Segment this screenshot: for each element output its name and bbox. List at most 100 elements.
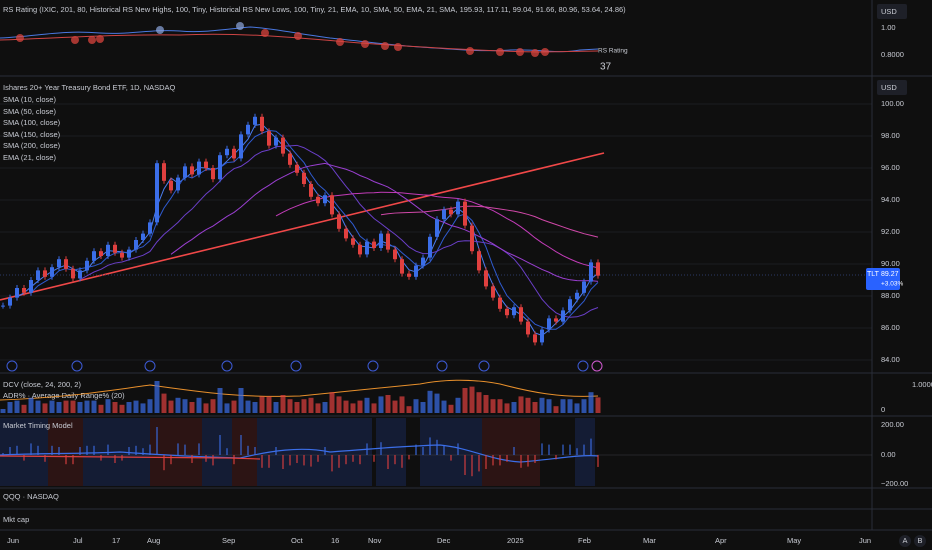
timing-bar [37,445,39,455]
candle-body [344,228,348,239]
dcv-bar [266,396,272,413]
dcv-bar [0,409,6,413]
timing-bar [114,455,116,463]
chart-title: Ishares 20+ Year Treasury Bond ETF, 1D, … [3,83,176,92]
timing-bar [443,445,445,455]
timing-line [0,444,599,463]
time-label: 16 [331,536,339,545]
candle-body [337,214,341,229]
timing-bar [401,455,403,468]
dcv-bar [525,397,531,413]
dcv-bar [322,402,328,413]
dcv-bar [287,399,293,413]
dcv-bar [210,399,216,413]
timing-bar [548,444,550,455]
currency-box[interactable] [877,80,907,95]
adr-line [0,379,599,401]
timing-bar [513,447,515,455]
candle-body [393,249,397,260]
candle-body [449,209,453,215]
dcv-bar [119,404,125,413]
currency: USD [881,83,897,92]
dcv-bar [252,402,258,413]
dcv-bar [567,399,573,413]
timing-bar [219,435,221,455]
timing-bar [275,447,277,455]
dcv-bar [224,403,230,413]
dcv-bar [182,399,188,413]
timing-axis-label: −200.00 [881,479,908,488]
dcv-bar [168,400,174,413]
dcv-bar [98,404,104,413]
candle-body [211,168,215,180]
dcv-bar [378,396,384,413]
dcv-bar [413,399,419,413]
candle-body [22,288,26,293]
candle-body [288,153,292,165]
dcv-bar [455,397,461,413]
candle-body [106,244,110,256]
y-tick-label: 94.00 [881,195,900,204]
dcv-bar [434,393,440,413]
candle-body [414,265,418,277]
candle-body [176,177,180,191]
corner-button[interactable] [914,535,926,547]
dcv-bar [175,397,181,413]
candle-body [92,251,96,261]
dcv-bar [371,403,377,413]
dcv-bar [483,395,489,413]
currency-box[interactable] [877,4,907,19]
timing-bar [16,445,18,455]
moving-average [79,144,599,318]
timing-bar [478,455,480,472]
rs-axis-label: 0.8000 [881,50,904,59]
timing-bar [9,447,11,455]
dcv-bar [350,403,356,413]
candle-body [225,148,229,156]
timing-bar [247,445,249,455]
dcv-bar [84,400,90,413]
candle-body [8,297,12,306]
candle-body [351,238,355,245]
dcv-bar [42,403,48,413]
candle-body [519,307,523,322]
timing-bar [380,442,382,455]
time-label: May [787,536,801,545]
dcv-bar [553,406,559,413]
event-icons[interactable] [6,360,603,372]
dcv-bar [105,399,111,413]
dcv-axis-label: 0 [881,405,885,414]
time-label: Oct [291,536,304,545]
dcv-bar [462,388,468,413]
dcv-bar [448,404,454,413]
timing-bar [464,455,466,475]
dcv-bar [196,397,202,413]
timing-bar [520,455,522,468]
dcv-bar [63,400,69,413]
dcv-bar [504,403,510,413]
dcv-bar [385,395,391,413]
timing-bar [583,444,585,455]
candle-body [155,163,159,223]
regime-band [0,418,48,486]
dcv-bar [140,403,146,413]
timing-bar [2,453,4,455]
timing-bar [345,455,347,465]
time-label: 2025 [507,536,524,545]
timing-bar [303,455,305,466]
corner-button[interactable] [899,535,911,547]
dcv-bar [497,399,503,413]
trend-line [0,152,605,301]
candle-body [365,241,369,255]
y-tick-label: 92.00 [881,227,900,236]
candle-body [50,267,54,277]
timing-bar [429,437,431,455]
rs-highs [156,22,244,34]
candle-body [358,244,362,255]
timing-bar [576,448,578,455]
dcv-bar [203,403,209,413]
dcv-bar [7,402,13,413]
dcv-bar [91,400,97,413]
dcv-bar [560,399,566,413]
timing-bar [163,455,165,471]
